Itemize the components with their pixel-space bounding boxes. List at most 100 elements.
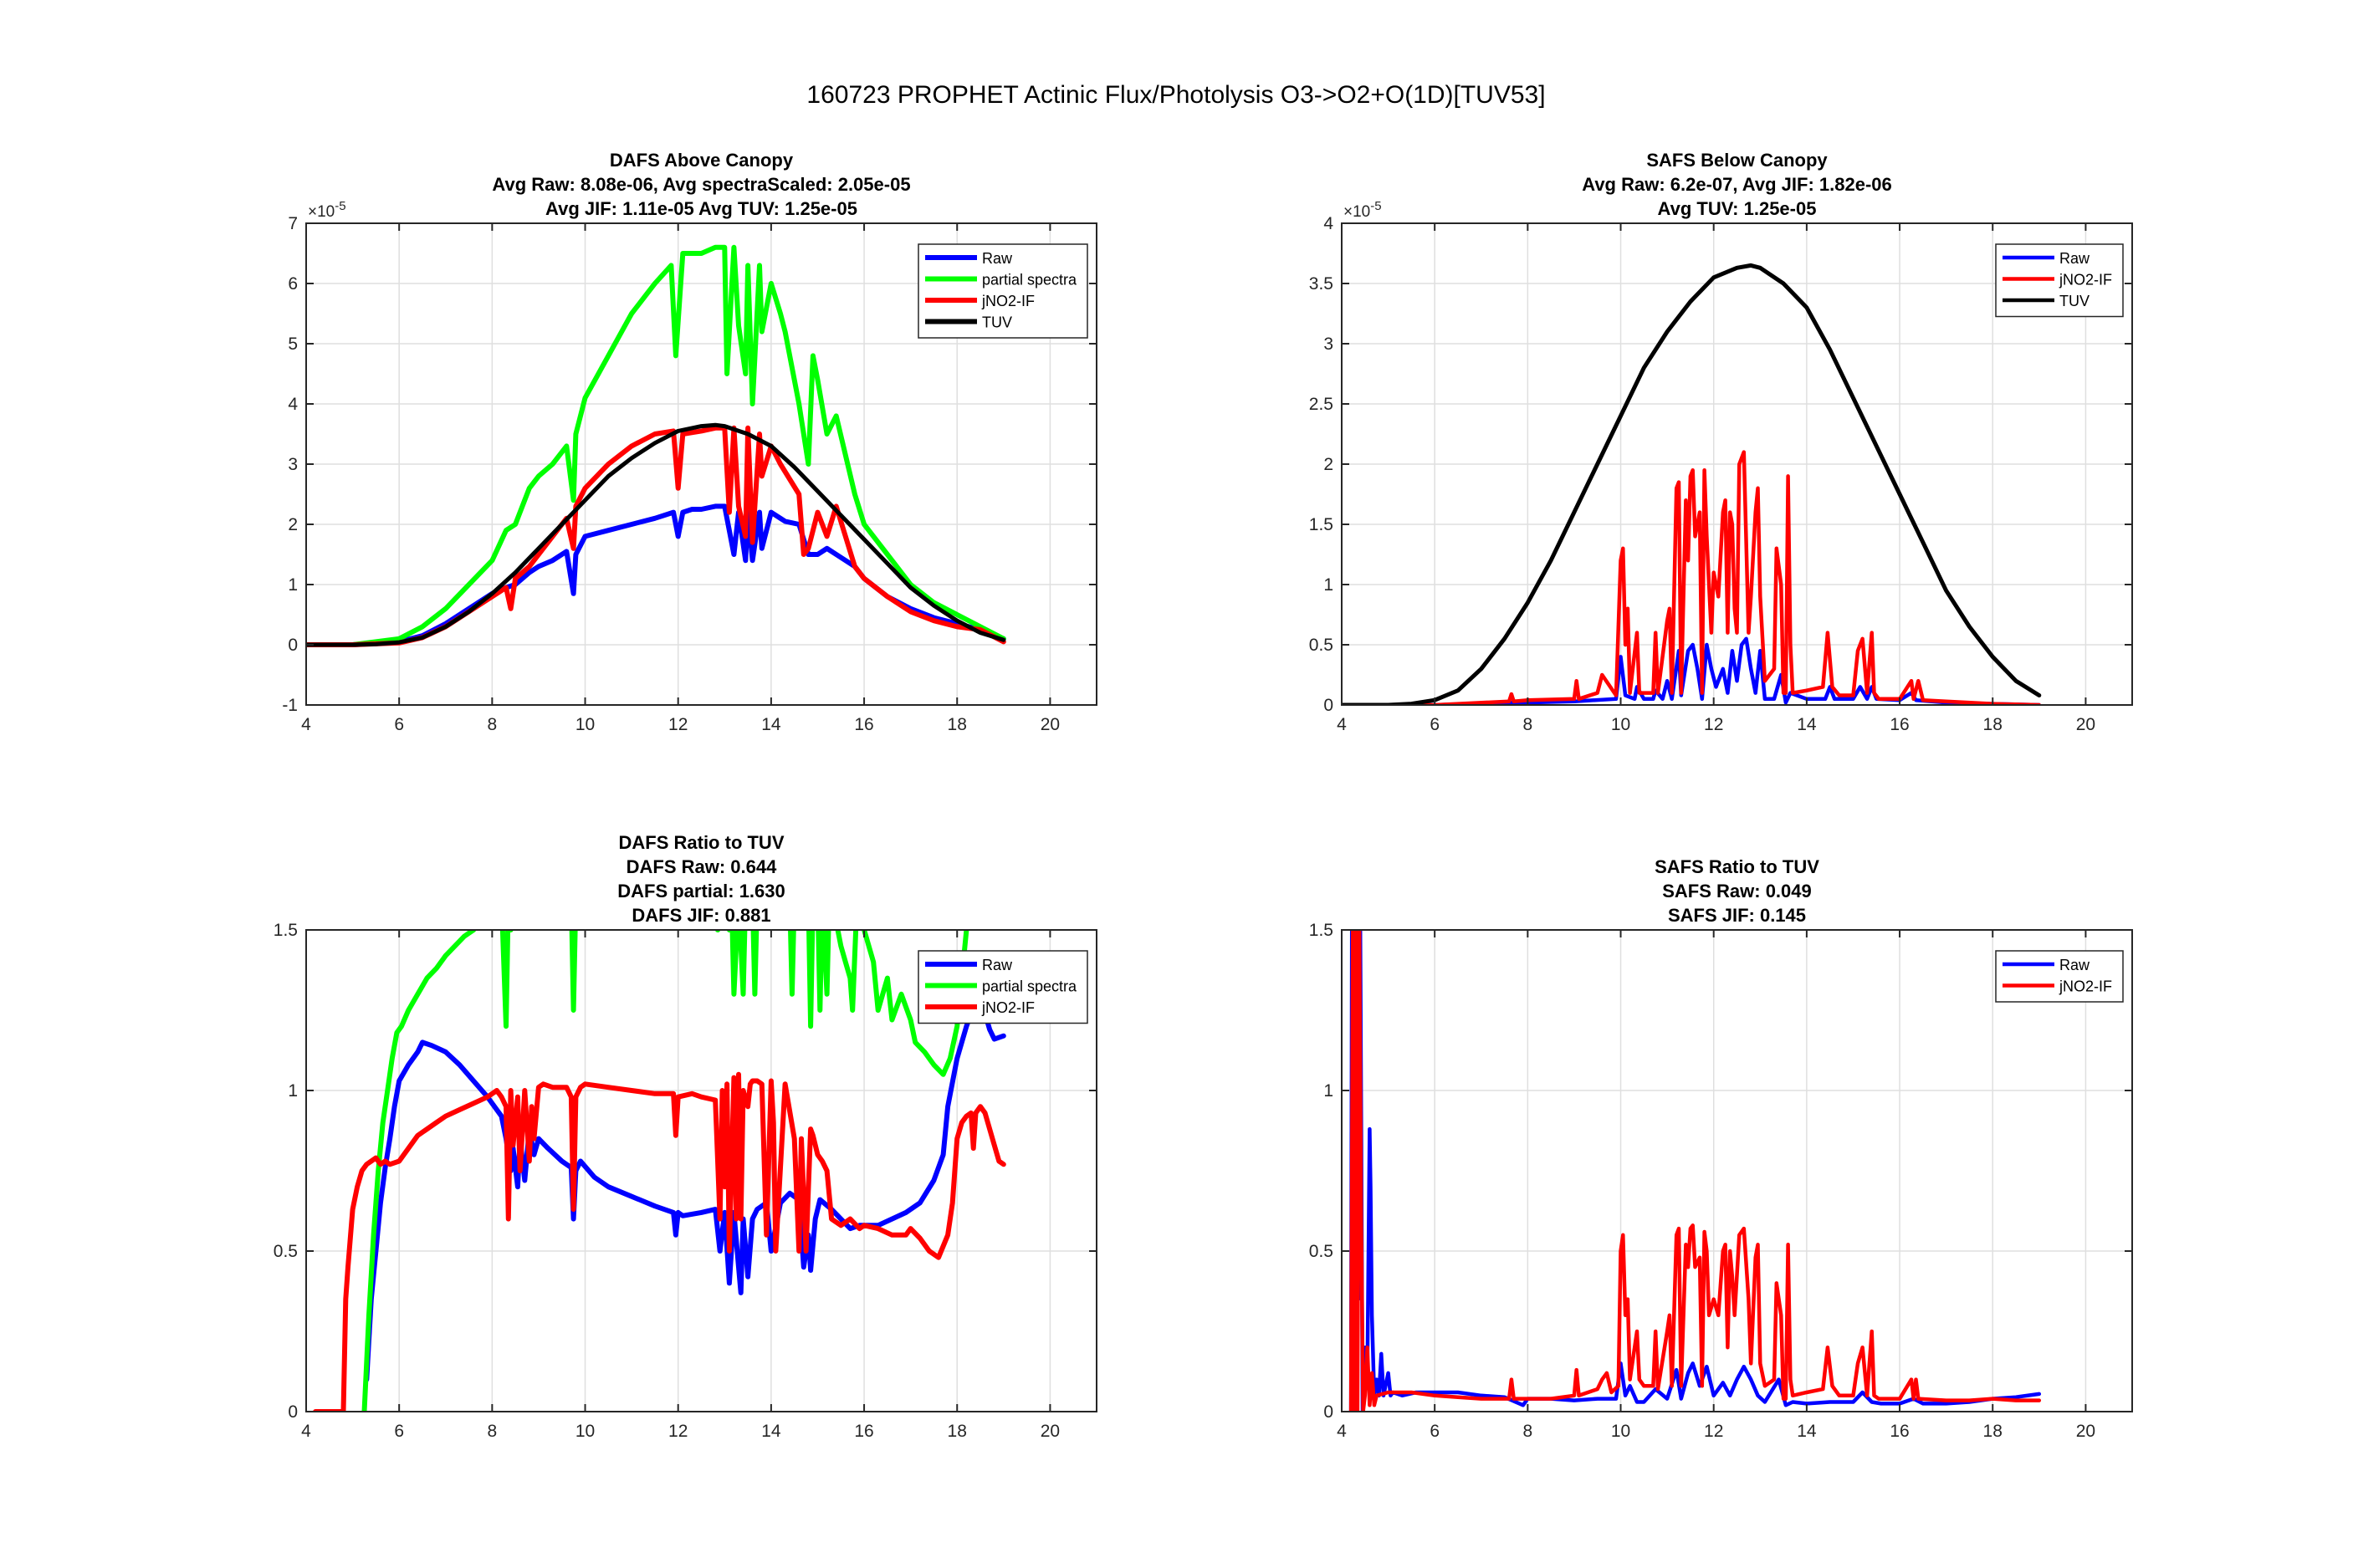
axes-box [1341,929,2133,1412]
y-tick-label: 6 [288,274,298,294]
x-tick-label: 8 [1523,1422,1533,1441]
x-tick-label: 18 [948,715,967,734]
figure-suptitle: 160723 PROPHET Actinic Flux/Photolysis O… [806,81,1545,109]
y-tick-label: 7 [288,214,298,233]
y-tick-label: 2 [1323,455,1333,474]
axes-title: DAFS Above Canopy [610,150,794,171]
y-tick-label: 3 [1323,335,1333,354]
y-tick-label: -1 [282,696,298,715]
x-tick-label: 18 [1983,1422,2003,1441]
legend-entry-label: jNO2-IF [2059,978,2112,995]
y-tick-label: 1 [288,575,298,595]
y-tick-label: 0.5 [274,1242,298,1261]
legend-entry-label: TUV [2059,293,2090,309]
x-tick-label: 8 [1523,715,1533,734]
axes-subtitle-line: Avg Raw: 6.2e-07, Avg JIF: 1.82e-06 [1582,174,1892,195]
axes-subtitle-line: SAFS JIF: 0.145 [1668,905,1806,926]
y-tick-label: 0 [288,1402,298,1422]
series-line-jno2-if [1342,450,2042,705]
y-tick-label: 1 [288,1081,298,1101]
x-tick-label: 20 [2076,715,2095,734]
x-tick-label: 16 [854,1422,873,1441]
y-tick-label: 1 [1323,575,1333,595]
x-tick-label: 8 [488,715,498,734]
y-tick-label: 2.5 [1309,395,1333,414]
axes-subtitle-line: Avg TUV: 1.25e-05 [1658,198,1817,219]
x-tick-label: 12 [668,1422,688,1441]
x-tick-label: 14 [1797,715,1817,734]
legend-entry-label: partial spectra [982,978,1077,995]
y-exponent-label: ×10-5 [1343,199,1382,221]
x-tick-label: 20 [2076,1422,2095,1441]
x-tick-label: 16 [1890,715,1909,734]
plot-area [1342,930,2132,1412]
x-tick-label: 12 [1704,1422,1723,1441]
series-line-partial-spectra [361,930,969,1412]
legend: Raw jNO2-IF [1995,950,2124,1003]
y-tick-label: 0.5 [1309,1242,1333,1261]
x-tick-label: 18 [1983,715,2003,734]
axes-subtitle-line: DAFS Raw: 0.644 [627,856,777,877]
exponent-power: -5 [1370,199,1381,213]
y-tick-label: 0 [1323,696,1333,715]
x-tick-label: 16 [854,715,873,734]
x-tick-label: 20 [1041,1422,1060,1441]
series-line-partial-spectra [306,244,1006,647]
x-tick-label: 10 [575,1422,595,1441]
x-tick-label: 6 [394,1422,404,1441]
x-tick-label: 14 [1797,1422,1817,1441]
legend-entry-label: Raw [982,250,1013,267]
x-tick-label: 10 [1611,1422,1630,1441]
legend-entry-label: Raw [2059,957,2090,973]
x-tick-label: 6 [394,715,404,734]
series-line-raw [1348,930,2042,1412]
x-tick-label: 6 [1430,1422,1440,1441]
legend-entry-label: Raw [2059,250,2090,267]
series-group [306,244,1006,647]
y-tick-label: 3.5 [1309,274,1333,294]
exponent-base: ×10 [1343,203,1370,221]
series-line-jno2-if [1348,930,2042,1412]
x-tick-label: 10 [1611,715,1630,734]
y-tick-label: 1.5 [1309,515,1333,534]
series-line-jno2-if [313,1071,1006,1412]
series-line-raw [364,982,1006,1382]
x-tick-label: 4 [1337,715,1347,734]
series-group [313,930,1006,1412]
x-tick-label: 12 [668,715,688,734]
y-tick-label: 3 [288,455,298,474]
series-group [1342,263,2042,705]
axes-box [305,929,1097,1412]
legend-entry-label: jNO2-IF [2059,272,2112,289]
legend-entry-label: jNO2-IF [981,999,1035,1016]
legend: Raw partial spectra jNO2-IF [918,950,1088,1024]
x-tick-label: 12 [1704,715,1723,734]
axes-safs-ratio: 4 6 8 10 12 14 16 18 20 0 0.5 1 1.5 SAFS Ratio to TUV… [1309,856,2133,1441]
x-tick-label: 14 [761,715,781,734]
axes-safs-below: 4 6 8 10 12 14 16 18 20 0 0.5 1 1.5 2 2.5 3 3.5 4 ×10-5 SAF… [1309,150,2133,734]
legend-entry-label: jNO2-IF [981,293,1035,309]
y-tick-label: 1.5 [274,921,298,940]
y-tick-label: 1.5 [1309,921,1333,940]
y-tick-label: 4 [1323,214,1333,233]
x-tick-label: 10 [575,715,595,734]
series-line-tuv [306,422,1006,647]
exponent-power: -5 [335,199,345,213]
y-tick-label: 1 [1323,1081,1333,1101]
x-tick-label: 18 [948,1422,967,1441]
y-exponent-label: ×10-5 [308,199,346,221]
axes-subtitle-line: DAFS partial: 1.630 [617,881,785,901]
legend-entry-label: partial spectra [982,272,1077,289]
legend: Raw jNO2-IF TUV [1995,243,2124,318]
x-tick-label: 20 [1041,715,1060,734]
axes-title: SAFS Below Canopy [1646,150,1828,171]
x-tick-label: 4 [1337,1422,1347,1441]
exponent-base: ×10 [308,203,335,221]
y-tick-label: 0 [1323,1402,1333,1422]
legend-entry-label: Raw [982,957,1013,973]
axes-subtitle-line: Avg JIF: 1.11e-05 Avg TUV: 1.25e-05 [545,198,857,219]
axes-title: DAFS Ratio to TUV [619,832,785,853]
series-group [1348,930,2042,1412]
